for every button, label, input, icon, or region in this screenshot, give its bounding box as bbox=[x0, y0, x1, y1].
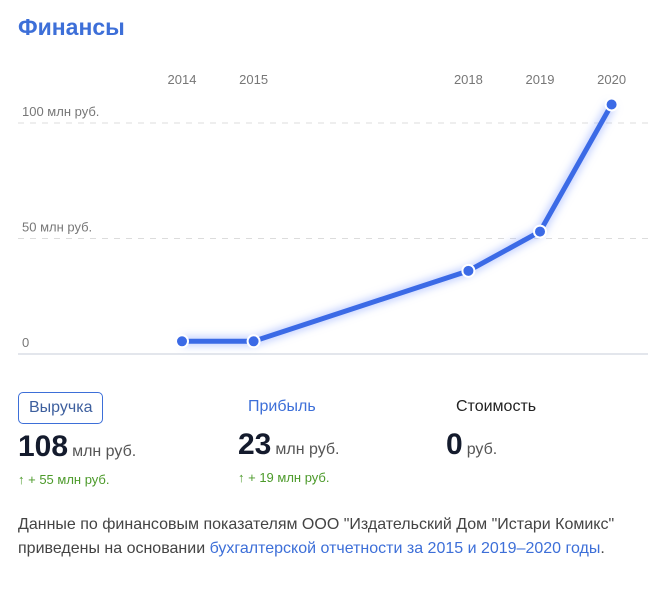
x-tick-label: 2015 bbox=[239, 72, 268, 87]
profit-value: 23 bbox=[238, 428, 272, 461]
y-tick-label: 0 bbox=[22, 335, 29, 350]
tab-profit[interactable]: Прибыль bbox=[248, 398, 316, 415]
metric-profit[interactable]: Прибыль 23 млн руб. ↑ + 19 млн руб. bbox=[238, 392, 340, 485]
x-tick-label: 2020 bbox=[597, 72, 626, 87]
note-text: Данные по финансовым показателям ООО "Из… bbox=[18, 516, 615, 557]
x-tick-label: 2018 bbox=[454, 72, 483, 87]
x-tick-label: 2014 bbox=[168, 72, 197, 87]
revenue-delta: ↑ + 55 млн руб. bbox=[18, 472, 110, 487]
y-tick-label: 100 млн руб. bbox=[22, 104, 99, 119]
profit-unit: млн руб. bbox=[275, 441, 340, 458]
metric-revenue[interactable]: Выручка 108 млн руб. ↑ + 55 млн руб. bbox=[18, 392, 136, 487]
metric-value[interactable]: Стоимость 0 руб. bbox=[446, 392, 546, 462]
data-point bbox=[175, 334, 189, 349]
page-title: Финансы bbox=[18, 14, 125, 40]
note-end: . bbox=[600, 540, 605, 557]
data-point bbox=[461, 263, 476, 278]
revenue-value: 108 bbox=[18, 430, 69, 463]
revenue-unit: млн руб. bbox=[72, 443, 137, 460]
value-unit: руб. bbox=[466, 441, 498, 458]
tab-revenue[interactable]: Выручка bbox=[18, 392, 104, 424]
value-value: 0 bbox=[446, 428, 463, 461]
y-tick-label: 50 млн руб. bbox=[22, 220, 92, 235]
tab-value[interactable]: Стоимость bbox=[456, 398, 537, 415]
data-point bbox=[246, 334, 261, 349]
profit-delta: ↑ + 19 млн руб. bbox=[238, 470, 330, 485]
data-point bbox=[533, 224, 547, 239]
x-tick-label: 2019 bbox=[526, 72, 555, 87]
series-line bbox=[179, 102, 615, 344]
data-point bbox=[604, 97, 619, 112]
revenue-chart: 0 50 млн руб. 100 млн руб. 2014 2015 2018 2019… bbox=[18, 72, 648, 355]
accounting-report-link[interactable]: бухгалтерской отчетности за 2015 и 2019–… bbox=[209, 540, 601, 557]
source-note: Данные по финансовым показателям ООО "Из… bbox=[18, 513, 648, 561]
